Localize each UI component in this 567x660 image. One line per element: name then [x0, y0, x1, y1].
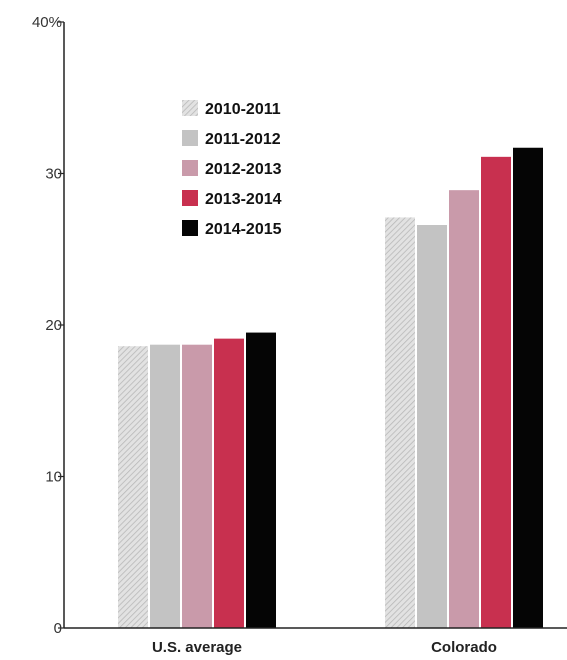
y-axis-ticks: 0 10 20 30 40% [32, 14, 64, 637]
legend-label: 2013-2014 [205, 191, 282, 208]
y-tick-label: 40% [32, 14, 62, 31]
legend-swatch [182, 190, 198, 206]
legend-label: 2012-2013 [205, 161, 282, 178]
y-tick-label: 20 [45, 317, 62, 334]
legend-swatch [182, 130, 198, 146]
legend-label: 2011-2012 [205, 131, 281, 148]
bar-2013-2014-colorado [481, 156, 511, 628]
y-tick-label: 10 [45, 469, 62, 486]
legend-label: 2014-2015 [205, 221, 282, 238]
y-tick-label: 0 [54, 620, 62, 637]
category-label: U.S. average [152, 639, 242, 656]
legend-swatch [182, 100, 198, 116]
bar-2012-2013-colorado [449, 190, 479, 629]
bar-2013-2014-u-s-average [214, 338, 244, 628]
y-tick-label: 30 [45, 166, 62, 183]
bars-group [118, 147, 543, 629]
bar-2011-2012-colorado [417, 225, 447, 628]
category-label: Colorado [431, 639, 497, 656]
legend-label: 2010-2011 [205, 101, 281, 118]
bar-2010-2011-u-s-average [118, 346, 148, 628]
category-labels: U.S. average Colorado [152, 639, 497, 656]
bar-2014-2015-u-s-average [246, 332, 276, 628]
legend-swatch [182, 220, 198, 236]
bar-2012-2013-u-s-average [182, 344, 212, 628]
legend-swatch [182, 160, 198, 176]
bar-2010-2011-colorado [385, 217, 415, 628]
bar-2014-2015-colorado [513, 147, 543, 628]
legend: 2010-2011 2011-2012 2012-2013 2013-2014 2014… [182, 100, 282, 238]
bar-2011-2012-u-s-average [150, 344, 180, 628]
